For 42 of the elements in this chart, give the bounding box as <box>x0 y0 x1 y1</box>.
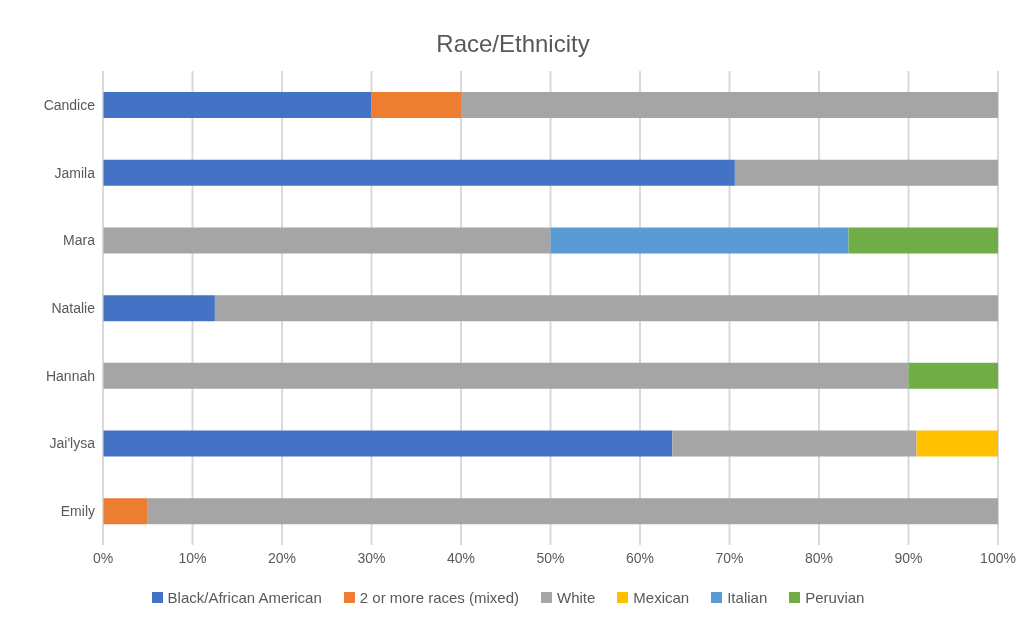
x-tick-label: 0% <box>92 549 114 566</box>
legend-label: Mexican <box>633 589 690 606</box>
bar <box>103 498 148 525</box>
x-tick-label: 100% <box>980 549 1016 566</box>
x-tick-label: 80% <box>804 549 834 566</box>
bar <box>103 92 372 118</box>
bar <box>103 362 909 389</box>
legend-label: White <box>557 589 596 606</box>
bar <box>908 362 998 389</box>
chart-title: Race/Ethnicity <box>435 29 591 59</box>
bar <box>848 227 998 254</box>
bar <box>147 498 998 525</box>
x-tick-label: 60% <box>625 549 655 566</box>
bar <box>103 295 215 322</box>
y-tick-label: Emily <box>60 503 95 520</box>
x-tick-label: 30% <box>357 549 386 566</box>
legend-label: 2 or more races (mixed) <box>359 589 519 606</box>
y-tick-label: Jamila <box>54 164 96 181</box>
bar <box>550 227 849 254</box>
y-tick-label: Hannah <box>45 367 95 384</box>
bar <box>916 430 998 457</box>
x-tick-label: 20% <box>267 549 297 566</box>
bar <box>734 159 998 186</box>
bar <box>461 92 998 118</box>
legend-label: Italian <box>727 589 768 606</box>
bar <box>103 227 551 254</box>
x-tick-label: 10% <box>178 549 207 566</box>
y-tick-label: Candice <box>43 96 96 113</box>
bar <box>672 430 917 457</box>
legend-label: Black/African American <box>167 589 322 606</box>
bar <box>214 295 998 322</box>
legend-label: Peruvian <box>805 589 865 606</box>
bar <box>103 430 673 457</box>
y-tick-label: Mara <box>63 232 96 249</box>
x-tick-label: 40% <box>446 549 476 566</box>
bar <box>103 159 735 186</box>
x-tick-label: 50% <box>536 549 565 566</box>
y-tick-label: Jai'lysa <box>49 435 96 452</box>
x-tick-label: 90% <box>894 549 923 566</box>
x-tick-label: 70% <box>715 549 744 566</box>
bar <box>371 92 461 118</box>
y-tick-label: Natalie <box>51 299 96 316</box>
